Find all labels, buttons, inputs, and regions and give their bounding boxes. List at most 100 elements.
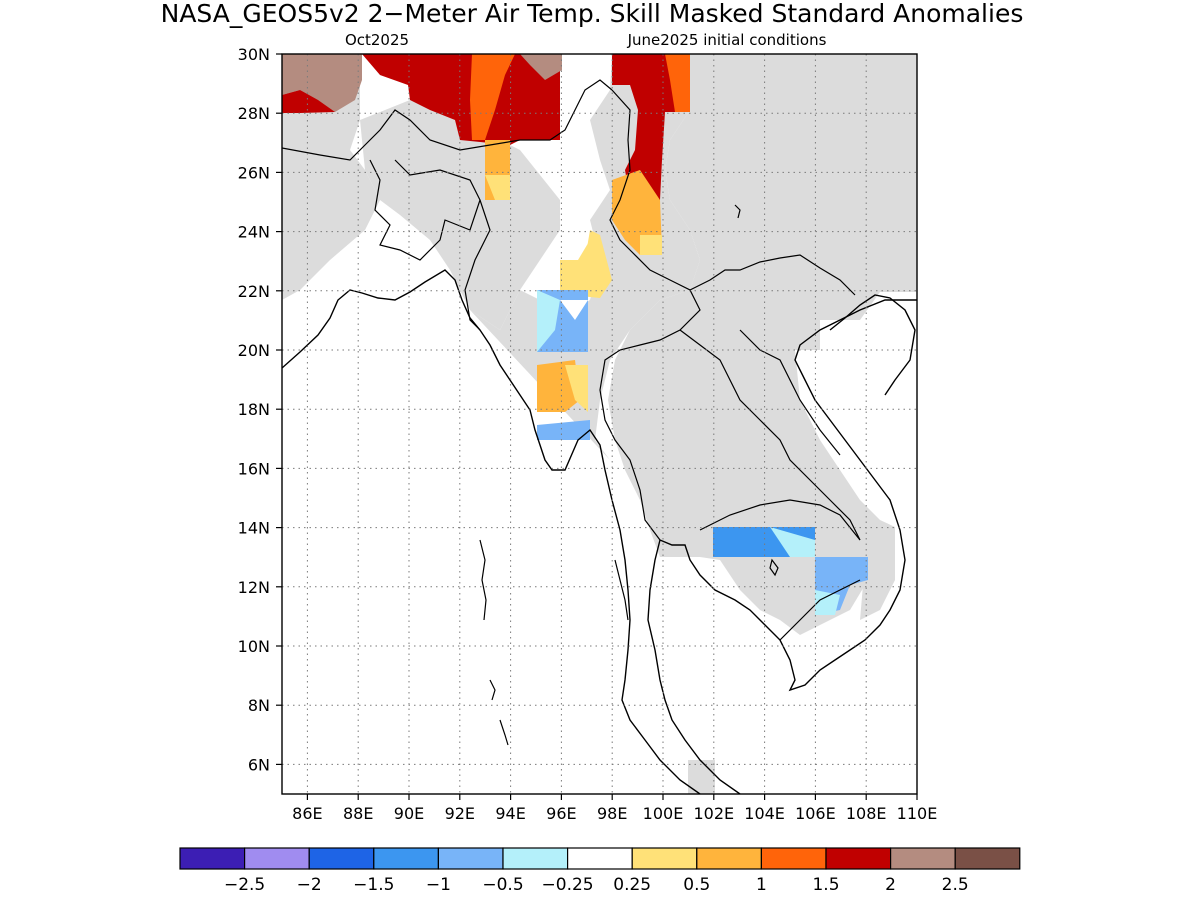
border-myanmar-east	[599, 89, 701, 541]
colorbar-label: 2.5	[942, 875, 969, 895]
island-sumatra-tip	[499, 719, 509, 746]
coastline-malay-peninsula	[647, 539, 741, 794]
anomaly-detail-myanmar-mid-white	[560, 300, 588, 320]
border-cambodia-vietnam	[779, 579, 861, 641]
lat-tick-label: 24N	[238, 223, 270, 242]
colorbar-label: −0.5	[482, 875, 523, 895]
lat-tick-label: 20N	[238, 341, 270, 360]
border-china-laos-vietnam	[689, 254, 856, 296]
lon-tick-label: 86E	[292, 804, 322, 823]
map-gridlines	[282, 54, 917, 794]
colorbar-swatch	[502, 847, 569, 870]
lat-tick-label: 14N	[238, 519, 270, 538]
colorbar-swatch	[566, 847, 633, 870]
border-thailand-cambodia	[699, 499, 861, 541]
lon-tick-label: 110E	[897, 804, 938, 823]
colorbar-swatch	[244, 847, 310, 870]
anomaly-region-north-orange-patch	[470, 54, 515, 140]
anomaly-region-north-himalaya-brown	[282, 54, 362, 112]
border-layer	[282, 79, 861, 641]
colorbar-label: 1	[756, 875, 767, 895]
coastline-gulf-of-thailand	[659, 299, 917, 692]
lat-tick-label: 28N	[238, 104, 270, 123]
colorbar-swatch	[179, 847, 246, 870]
masked-area-indochina	[608, 54, 917, 635]
lat-tick-label: 8N	[248, 696, 270, 715]
lat-tick-label: 12N	[238, 578, 270, 597]
colorbar-swatch	[889, 847, 956, 870]
lon-tick-label: 102E	[693, 804, 734, 823]
colorbar-swatch	[825, 847, 892, 870]
island-phu-quoc	[769, 558, 779, 577]
lon-tick-label: 92E	[445, 804, 475, 823]
figure-title: NASA_GEOS5v2 2−Meter Air Temp. Skill Mas…	[161, 0, 1024, 28]
anomaly-region-myanmar-south-blue	[537, 420, 590, 440]
anomaly-region-northeast-orange-strip	[665, 54, 690, 112]
lat-tick-label: 22N	[238, 282, 270, 301]
anomaly-region-north-brown-patch	[520, 54, 562, 80]
lon-tick-label: 106E	[795, 804, 836, 823]
lat-tick-label: 18N	[238, 400, 270, 419]
lon-tick-label: 88E	[343, 804, 373, 823]
colorbar-label: −2.5	[224, 875, 265, 895]
anomaly-region-northwest-red	[282, 90, 335, 113]
colorbar: −2.5 −2 −1.5 −1 −0.5 −0.25 0.25 0.5 1 1.5 2 2.5	[179, 847, 1021, 895]
lat-tick-label: 16N	[238, 459, 270, 478]
border-bangladesh	[369, 159, 481, 261]
colorbar-swatch	[373, 847, 439, 870]
map-plot-area	[282, 54, 917, 794]
colorbar-swatch	[696, 847, 762, 870]
anomaly-detail-myanmar-mid-light-blue	[537, 290, 560, 352]
colorbar-label: 0.5	[683, 875, 710, 895]
anomaly-region-yunnan-orange	[612, 170, 662, 255]
latitude-axis: 6N 8N 10N 12N 14N 16N 18N 20N 22N 24N 26N 28N 30N	[238, 45, 282, 774]
colorbar-label: 2	[885, 875, 896, 895]
border-laos-thailand	[679, 329, 861, 541]
colorbar-swatch	[308, 847, 375, 870]
colorbar-label: −2	[297, 875, 322, 895]
island-nicobar	[489, 679, 496, 701]
lon-tick-label: 108E	[846, 804, 887, 823]
masked-area-northwest	[282, 54, 380, 300]
map-frame	[281, 53, 918, 795]
colorbar-swatch	[760, 847, 827, 870]
coastline-vietnam-north	[829, 294, 916, 396]
island-myeik	[614, 559, 629, 621]
lat-tick-label: 10N	[238, 637, 270, 656]
masked-area-cambodia-east	[860, 527, 895, 620]
anomaly-region-myanmar-north-orange-core	[575, 240, 600, 290]
anomaly-detail-cambodia-light-blue	[770, 527, 815, 557]
lon-tick-label: 98E	[597, 804, 627, 823]
anomaly-detail-yunnan-yellow	[640, 235, 662, 255]
anomaly-detail-cambodia-south-light-blue	[815, 590, 840, 615]
island-hainan	[734, 204, 741, 219]
colorbar-label: −0.25	[542, 875, 594, 895]
lon-tick-label: 90E	[394, 804, 424, 823]
lon-tick-label: 104E	[744, 804, 785, 823]
colorbar-swatch	[437, 847, 504, 870]
figure-subtitle-initial-conditions: June2025 initial conditions	[627, 31, 827, 49]
lon-tick-label: 96E	[546, 804, 576, 823]
lat-tick-label: 6N	[248, 755, 270, 774]
island-andaman	[479, 539, 487, 621]
colorbar-label: −1	[426, 875, 451, 895]
colorbar-swatch	[631, 847, 698, 870]
colorbar-label: 0.25	[613, 875, 651, 895]
colorbar-label: 1.5	[812, 875, 839, 895]
coastline-layer	[282, 269, 917, 794]
lon-tick-label: 100E	[643, 804, 684, 823]
longitude-axis: 86E 88E 90E 92E 94E 96E 98E 100E 102E 104E 106E 108…	[292, 794, 937, 823]
anomaly-detail-myanmar-central-yellow	[565, 365, 588, 412]
lat-tick-label: 26N	[238, 163, 270, 182]
lon-tick-label: 94E	[495, 804, 525, 823]
border-laos-vietnam	[739, 329, 841, 456]
colorbar-label: −1.5	[353, 875, 394, 895]
border-himalaya	[282, 79, 613, 161]
coastline-bay-of-bengal	[282, 269, 701, 794]
colorbar-swatch	[954, 847, 1021, 870]
islands-layer	[479, 204, 779, 746]
border-india-myanmar	[464, 199, 491, 331]
lat-tick-label: 30N	[238, 45, 270, 64]
